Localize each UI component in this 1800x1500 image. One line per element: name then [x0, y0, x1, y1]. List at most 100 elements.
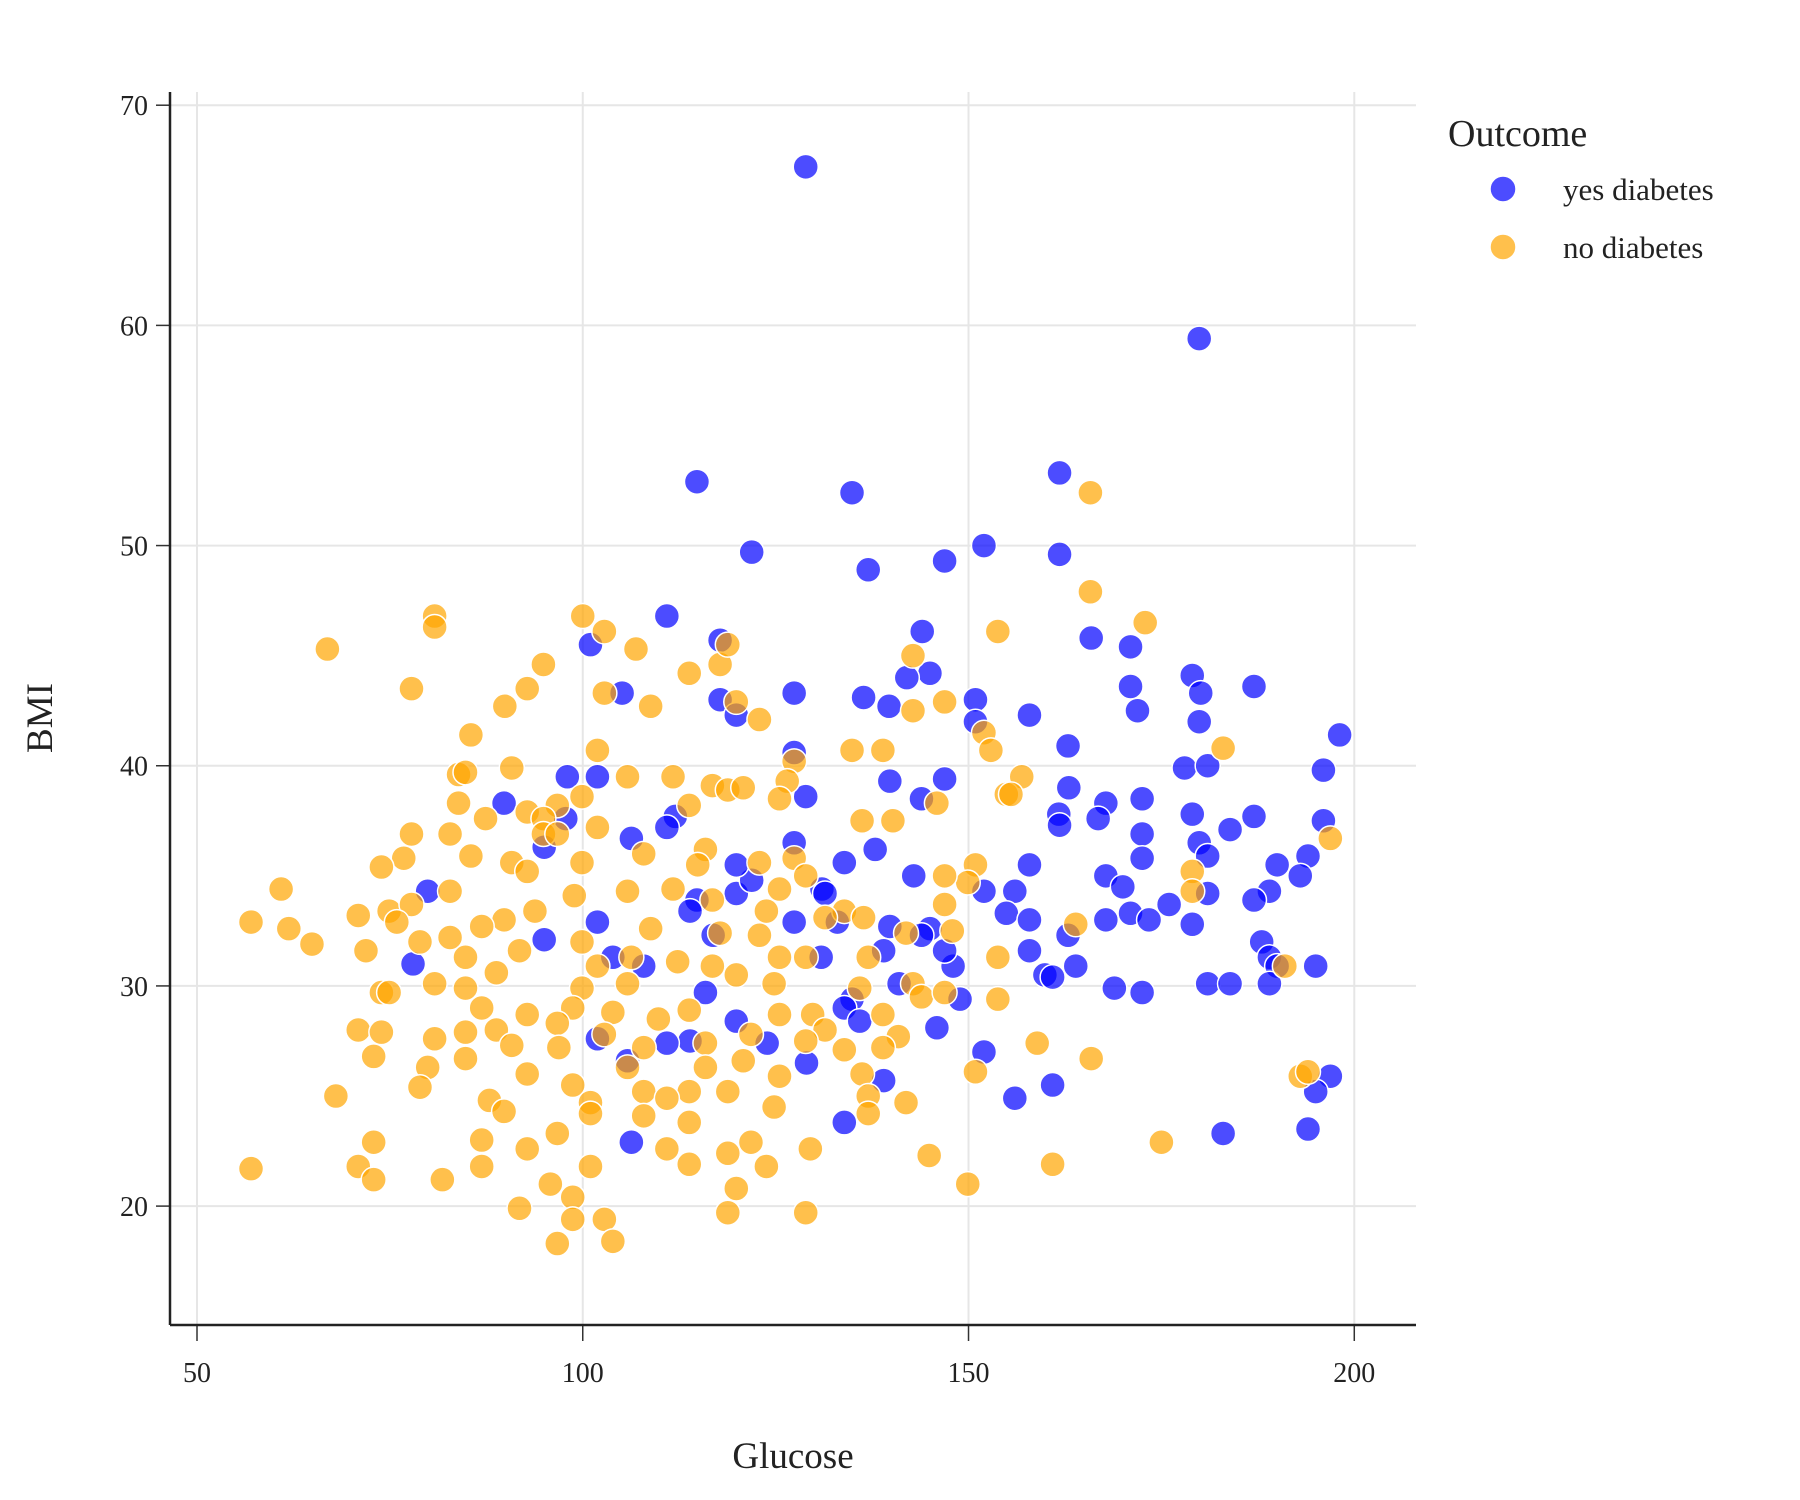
data-point — [267, 875, 295, 903]
data-point — [854, 556, 882, 584]
data-point — [792, 1027, 819, 1055]
data-point — [714, 631, 742, 658]
x-axis-label: Glucose — [732, 1436, 853, 1477]
data-point — [584, 952, 611, 980]
data-point — [1187, 679, 1214, 707]
data-point — [630, 1034, 657, 1061]
data-point — [1092, 906, 1120, 934]
data-point — [360, 1043, 387, 1070]
data-point — [345, 902, 372, 929]
data-point — [457, 842, 485, 870]
data-point — [645, 1005, 672, 1033]
data-point — [298, 930, 326, 958]
data-point — [1077, 1045, 1105, 1072]
data-point — [1054, 732, 1082, 760]
data-point — [452, 1018, 479, 1046]
data-point — [1171, 754, 1198, 782]
data-point — [498, 1032, 526, 1059]
data-point — [954, 1170, 981, 1198]
data-point — [984, 618, 1012, 645]
data-point — [766, 785, 793, 813]
data-point — [1109, 873, 1137, 901]
data-point — [664, 948, 691, 975]
data-point — [360, 1129, 387, 1156]
data-point — [653, 1084, 681, 1112]
data-point — [637, 915, 664, 942]
data-point — [766, 944, 793, 971]
data-point — [614, 970, 641, 997]
data-point — [675, 1109, 703, 1136]
data-point — [846, 1007, 873, 1035]
data-point — [1016, 701, 1043, 729]
data-point — [738, 538, 765, 566]
data-point — [653, 814, 681, 841]
data-point — [1016, 906, 1043, 934]
data-point — [1062, 911, 1090, 938]
y-tick-label: 60 — [120, 311, 148, 342]
data-point — [630, 840, 657, 868]
data-point — [360, 1166, 387, 1193]
data-point — [1148, 1129, 1175, 1156]
data-point — [737, 1129, 765, 1156]
data-point — [513, 1135, 541, 1163]
data-point — [1240, 673, 1268, 700]
data-point — [483, 959, 510, 986]
data-point — [811, 904, 839, 931]
data-point — [915, 1142, 943, 1169]
x-tick-label: 200 — [1333, 1358, 1375, 1389]
data-point — [398, 891, 425, 918]
data-point — [1046, 811, 1073, 839]
data-point — [614, 877, 641, 905]
data-point — [753, 897, 780, 925]
data-point — [584, 737, 611, 764]
data-point — [737, 1021, 765, 1048]
data-point — [984, 944, 1012, 971]
data-point — [850, 904, 877, 931]
data-point — [599, 1228, 627, 1255]
data-point — [544, 1010, 571, 1037]
data-point — [753, 1153, 780, 1180]
data-point — [861, 836, 889, 863]
data-point — [848, 1060, 876, 1088]
data-point — [314, 635, 341, 663]
data-point — [1216, 816, 1244, 843]
data-point — [1001, 1084, 1029, 1112]
data-point — [544, 820, 571, 848]
data-point — [792, 944, 819, 971]
data-point — [591, 1206, 618, 1233]
data-point — [729, 1047, 757, 1075]
data-point — [659, 763, 687, 791]
data-point — [390, 844, 418, 872]
data-point — [630, 1078, 657, 1105]
y-tick-label: 30 — [120, 972, 148, 1003]
data-point — [559, 1184, 586, 1211]
data-point — [491, 693, 519, 720]
data-point — [398, 675, 425, 702]
data-point — [984, 985, 1012, 1013]
data-point — [406, 928, 434, 956]
data-point — [1124, 697, 1151, 724]
data-point — [237, 908, 265, 936]
data-point — [714, 1078, 742, 1105]
data-point — [939, 917, 966, 945]
data-point — [780, 679, 808, 707]
data-point — [591, 679, 618, 707]
data-point — [993, 900, 1020, 927]
data-point — [457, 721, 485, 749]
data-point — [899, 642, 927, 669]
data-point — [954, 869, 981, 896]
data-point — [1310, 756, 1337, 784]
data-point — [1077, 624, 1105, 652]
data-point — [723, 688, 750, 716]
data-point — [1117, 633, 1144, 661]
data-point — [900, 862, 927, 890]
data-points — [237, 153, 1353, 1257]
data-point — [675, 1078, 703, 1105]
data-point — [599, 999, 627, 1026]
x-tick-label: 150 — [948, 1358, 990, 1389]
data-point — [875, 693, 903, 720]
data-point — [591, 618, 618, 645]
data-point — [1001, 877, 1029, 905]
data-point — [962, 686, 989, 713]
